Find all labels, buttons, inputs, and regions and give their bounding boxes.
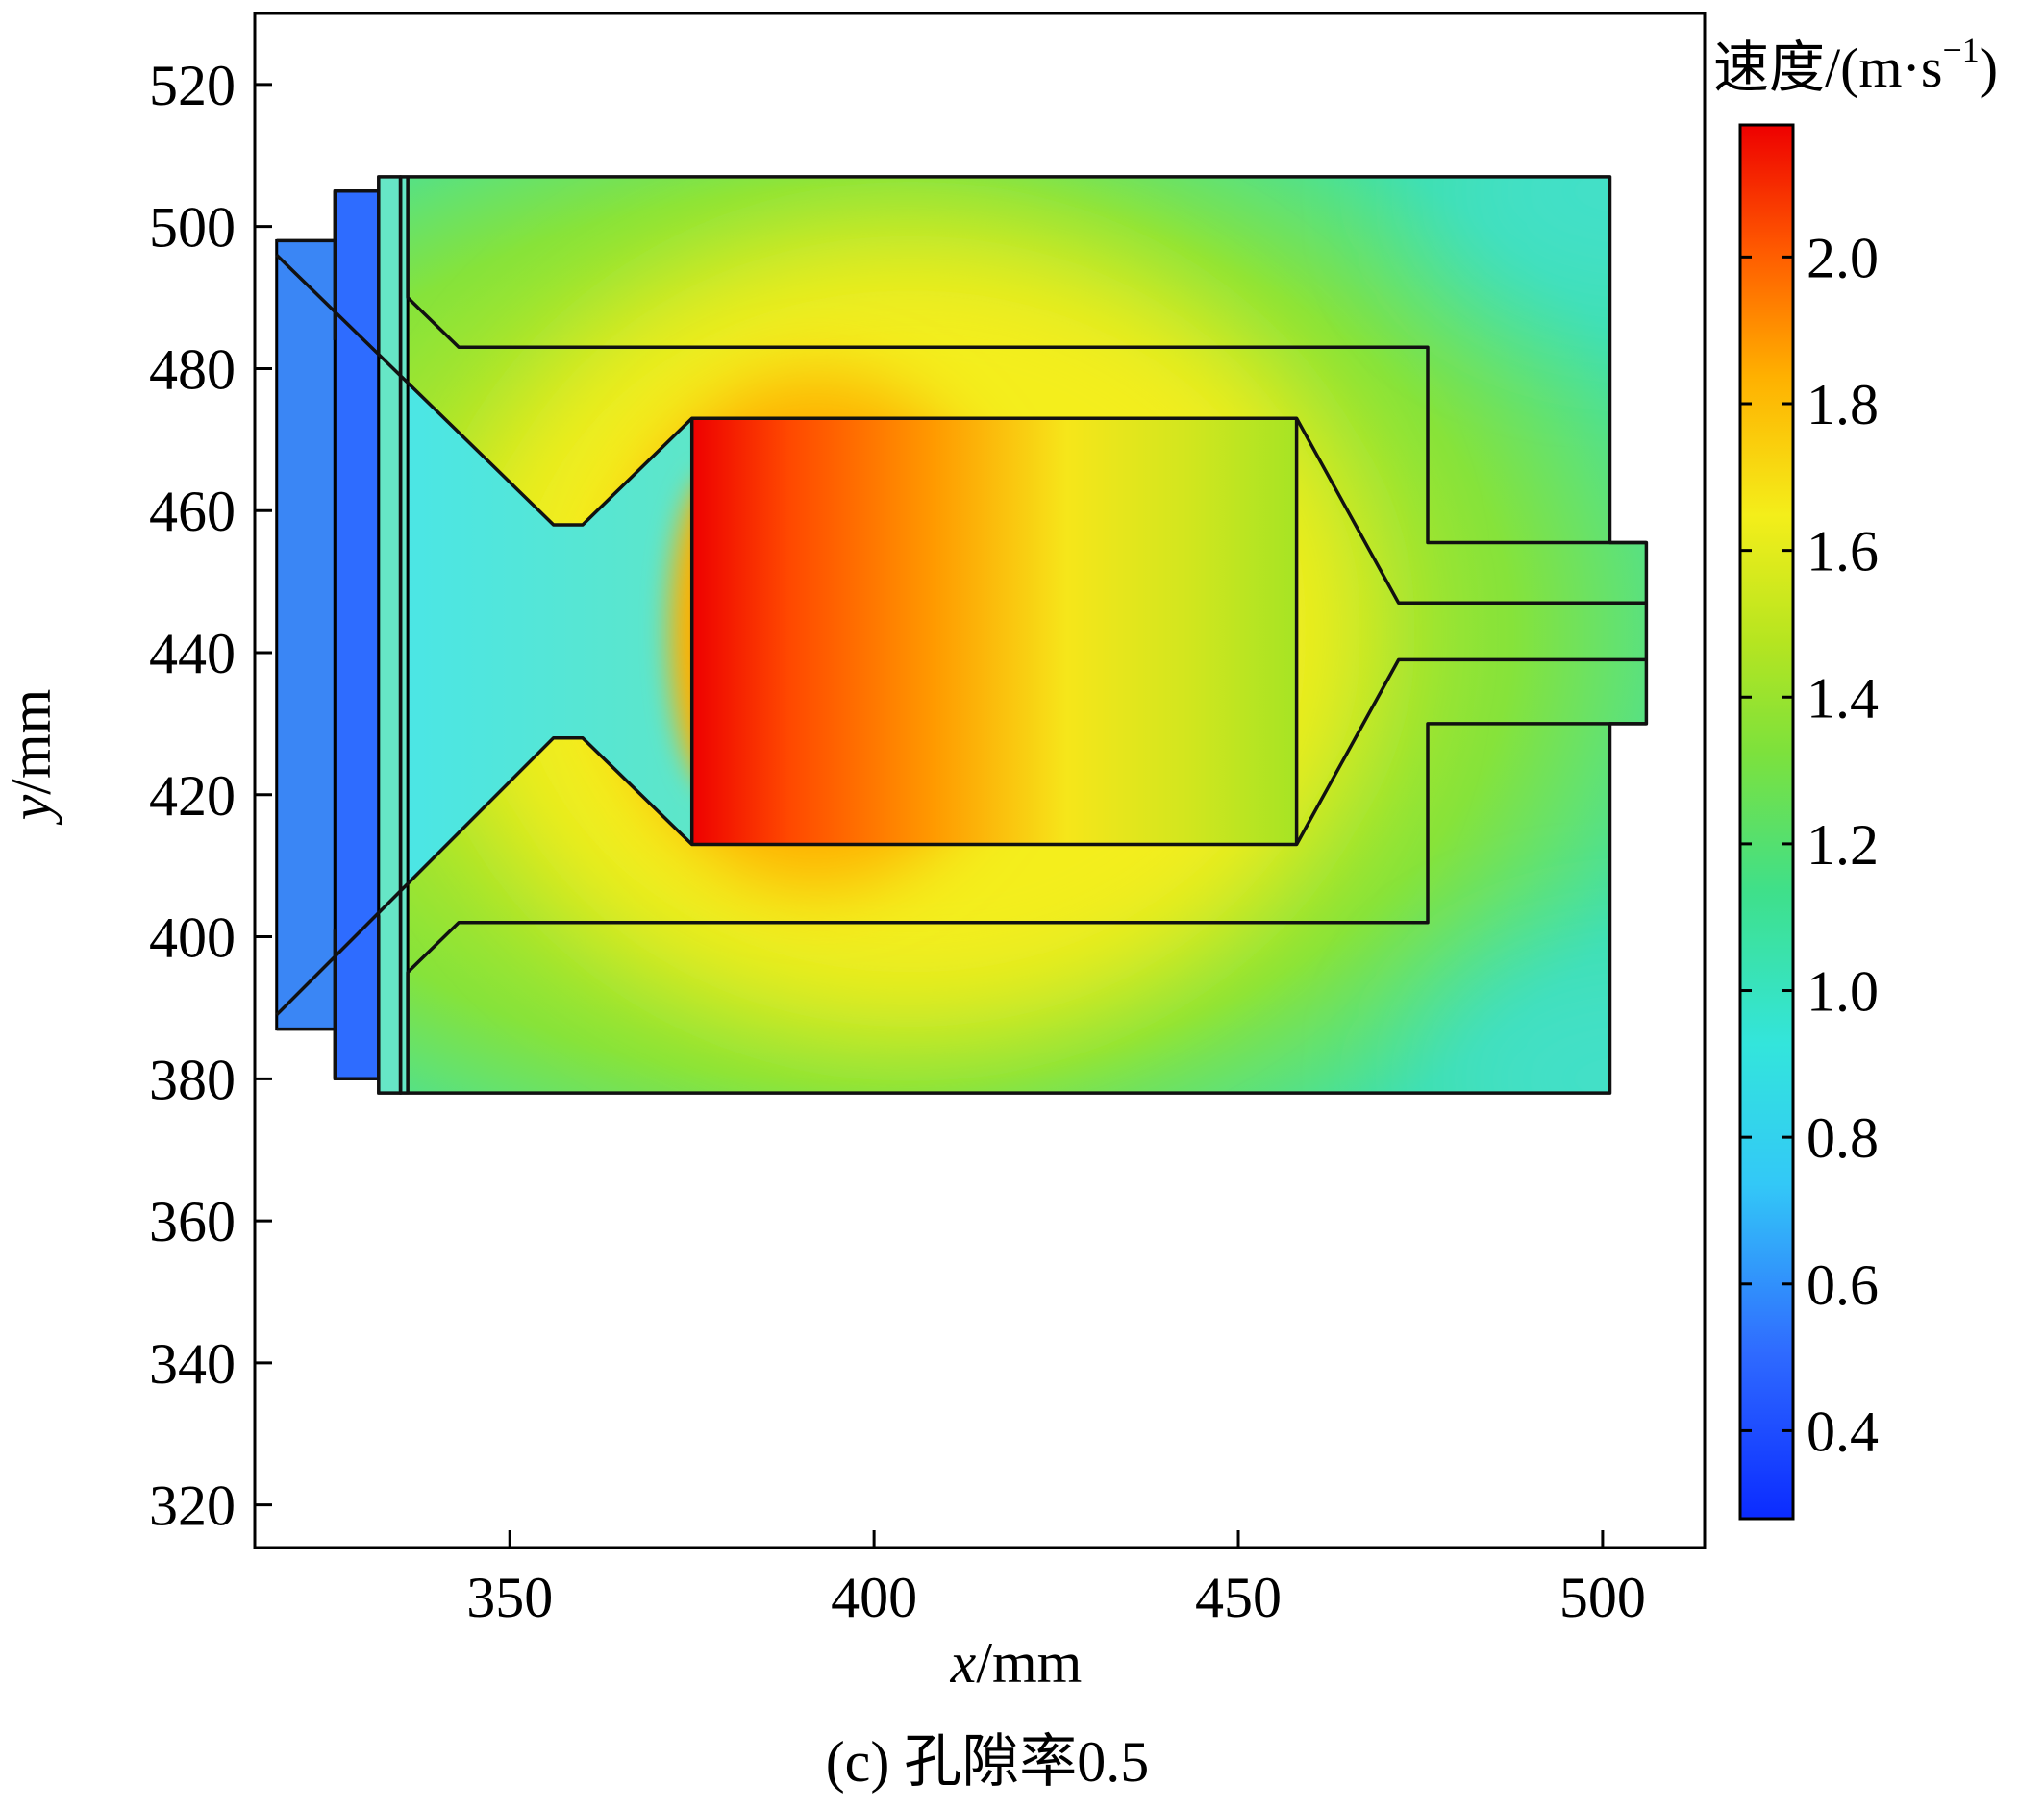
colorbar-tick-label: 0.6	[1807, 1253, 1879, 1317]
y-axis: 320 340 360 380 400 420 440 460 480 500 520	[149, 54, 272, 1538]
plot-frame	[253, 12, 1707, 1549]
colorbar-title-sup: −1	[1942, 31, 1979, 69]
colorbar-tick-label: 1.6	[1807, 520, 1879, 583]
colorbar-tick-label: 1.8	[1807, 373, 1879, 436]
y-tick-label: 400	[149, 906, 236, 970]
y-tick-label: 440	[149, 622, 236, 685]
colorbar-title-close: )	[1980, 37, 1998, 99]
x-tick-label: 500	[1559, 1566, 1646, 1629]
y-tick-label: 480	[149, 337, 236, 401]
x-axis-var: x	[950, 1631, 977, 1695]
y-axis-var: y	[0, 794, 62, 826]
colorbar-title: 速度/(m·s−1)	[1713, 31, 1998, 99]
inlet-strip-inner	[377, 175, 410, 1095]
core-fill	[691, 418, 1297, 845]
colorbar-title-main: 速度/(m·s	[1713, 37, 1942, 99]
y-tick-label: 360	[149, 1190, 236, 1253]
x-axis-title: x/mm	[950, 1631, 1083, 1695]
colorbar-tick-label: 0.8	[1807, 1106, 1879, 1170]
inlet-strip-outer	[275, 238, 337, 1031]
x-tick-label: 350	[466, 1566, 553, 1629]
colorbar-tick-label: 2.0	[1807, 226, 1879, 289]
y-tick-label: 420	[149, 764, 236, 828]
y-tick-label: 320	[149, 1474, 236, 1538]
channel-inner-bottom	[406, 722, 1647, 1094]
inlet-strip-mid	[333, 189, 381, 1080]
y-axis-title: y/mm	[0, 689, 62, 827]
x-tick-label: 450	[1195, 1566, 1282, 1629]
figure-caption: (c) 孔隙率0.5	[826, 1730, 1150, 1794]
field-cool-corner-br	[1428, 951, 1647, 1094]
y-axis-unit: /mm	[0, 689, 62, 795]
field-cool-corner-tr	[1428, 176, 1647, 319]
y-tick-label: 500	[149, 196, 236, 260]
x-tick-label: 400	[831, 1566, 917, 1629]
porous-core	[691, 418, 1297, 845]
y-tick-label: 380	[149, 1048, 236, 1111]
colorbar-tick-label: 0.4	[1807, 1400, 1879, 1463]
colorbar	[1738, 123, 1795, 1521]
colorbar-tick-label: 1.0	[1807, 960, 1879, 1024]
geometry-outlines	[275, 175, 1649, 1095]
y-tick-label: 340	[149, 1332, 236, 1396]
x-axis-unit: /mm	[976, 1631, 1082, 1695]
y-tick-label: 460	[149, 480, 236, 543]
colorbar-tick-label: 1.4	[1807, 666, 1879, 730]
colorbar-tick-label: 1.2	[1807, 813, 1879, 877]
colorbar-ticks: 0.4 0.6 0.8 1.0 1.2 1.4 1.6 1.8 2.0	[1740, 226, 1879, 1463]
channel-inner-top	[406, 176, 1647, 545]
y-tick-label: 520	[149, 54, 236, 117]
x-axis: 350 400 450 500	[466, 1530, 1646, 1629]
